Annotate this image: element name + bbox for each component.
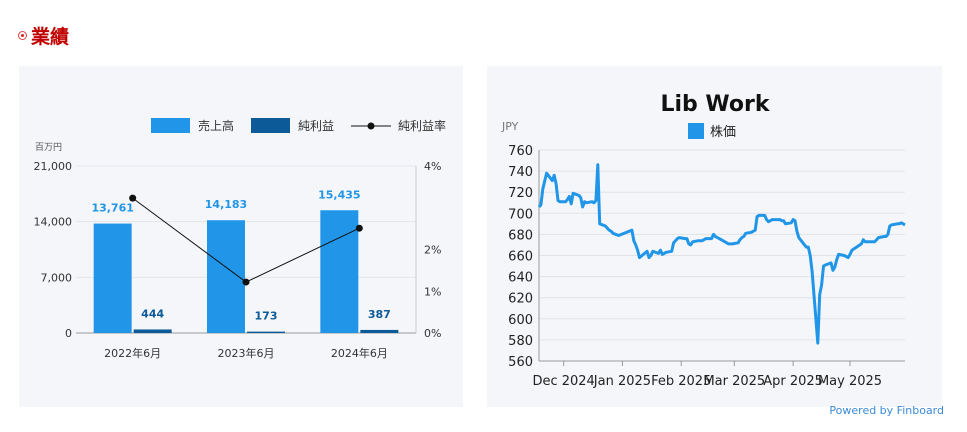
y-right-tick-label: 1%: [424, 285, 441, 298]
stock-chart-title: Lib Work: [660, 92, 770, 117]
bar-label-sales: 13,761: [91, 202, 133, 215]
y-tick-label: 720: [508, 186, 533, 201]
rate-point: [355, 224, 363, 232]
y-tick-label: 560: [508, 355, 533, 370]
earnings-chart-panel: 売上高 純利益 純利益率 百万円 0 7,000 14,000 21,000 0% 1%…: [19, 66, 463, 407]
y-tick-label: 680: [508, 228, 533, 243]
y-tick-label: 640: [508, 271, 533, 286]
earnings-grid: [76, 165, 417, 334]
legend-label-rate: 純利益率: [398, 118, 446, 133]
bar-profit: [360, 329, 399, 333]
y-right-tick-label: 4%: [424, 160, 441, 173]
stock-y-ticks: 560 580 600 620 640 660 680 700 720 740 760: [508, 144, 533, 370]
y-tick-label: 660: [508, 250, 533, 265]
earnings-chart: 売上高 純利益 純利益率 百万円 0 7,000 14,000 21,000 0% 1%…: [34, 118, 446, 360]
bar-sales: [320, 210, 359, 333]
legend-label-sales: 売上高: [198, 118, 234, 133]
bar-label-profit: 173: [255, 310, 278, 323]
bar-label-profit: 444: [141, 307, 164, 320]
bar-label-sales: 15,435: [318, 188, 360, 201]
stock-chart: Lib Work JPY 株価 560 580 600 620 640 660 680 700…: [501, 92, 906, 389]
x-tick-label: 2024年6月: [331, 346, 388, 360]
bar-sales: [93, 223, 132, 333]
stock-legend: 株価: [688, 123, 736, 140]
x-tick-label: Dec 2024: [532, 374, 594, 389]
unit-label: 百万円: [35, 142, 62, 153]
legend-swatch-price: [688, 123, 704, 139]
x-tick-label: Mar 2025: [703, 374, 765, 389]
earnings-y-right-ticks: 0% 1% 2% 4%: [424, 160, 441, 340]
legend-swatch-profit: [251, 118, 290, 133]
y-left-tick-label: 21,000: [34, 160, 73, 173]
earnings-x-ticks: 2022年6月 2023年6月 2024年6月: [104, 346, 388, 360]
bar-profit: [247, 331, 285, 333]
y-tick-label: 760: [508, 144, 533, 159]
y-tick-label: 740: [508, 165, 533, 180]
x-tick-label: Feb 2025: [651, 374, 711, 389]
y-tick-label: 620: [508, 292, 533, 307]
stock-y-unit: JPY: [501, 120, 519, 133]
bar-label-profit: 387: [368, 308, 391, 321]
legend-label-profit: 純利益: [298, 119, 334, 133]
section-header: 業績: [18, 22, 69, 49]
price-line: [537, 163, 906, 345]
x-tick-label: Jan 2025: [593, 374, 651, 389]
y-right-tick-label: 0%: [424, 327, 441, 340]
legend-swatch-sales: [151, 118, 190, 133]
x-tick-label: Apr 2025: [763, 374, 823, 389]
rate-point: [242, 278, 250, 286]
stock-price-line: [537, 163, 906, 345]
earnings-y-left-ticks: 0 7,000 14,000 21,000: [34, 160, 73, 340]
y-tick-label: 580: [508, 334, 533, 349]
bullet-icon: [18, 31, 27, 40]
earnings-rate-line: [129, 194, 363, 286]
y-right-tick-label: 2%: [424, 244, 441, 257]
rate-point: [129, 194, 137, 202]
bar-label-sales: 14,183: [205, 198, 247, 211]
legend-label-price: 株価: [710, 125, 736, 140]
y-left-tick-label: 7,000: [41, 271, 73, 284]
y-left-tick-label: 0: [65, 327, 72, 340]
x-tick-label: May 2025: [818, 374, 882, 389]
y-tick-label: 600: [508, 313, 533, 328]
stock-chart-panel: Lib Work JPY 株価 560 580 600 620 640 660 680 700…: [487, 66, 942, 407]
earnings-bars: 13,761 444 14,183 173 15,435 387: [91, 188, 399, 333]
bar-profit: [133, 329, 172, 333]
earnings-legend: 売上高 純利益 純利益率: [151, 118, 446, 133]
section-title: 業績: [31, 26, 70, 48]
x-tick-label: 2023年6月: [218, 346, 275, 360]
powered-by-link[interactable]: Powered by Finboard: [829, 404, 944, 417]
legend-marker-rate: [367, 122, 375, 130]
x-tick-label: 2022年6月: [104, 346, 161, 360]
y-tick-label: 700: [508, 207, 533, 222]
y-left-tick-label: 14,000: [34, 216, 73, 229]
